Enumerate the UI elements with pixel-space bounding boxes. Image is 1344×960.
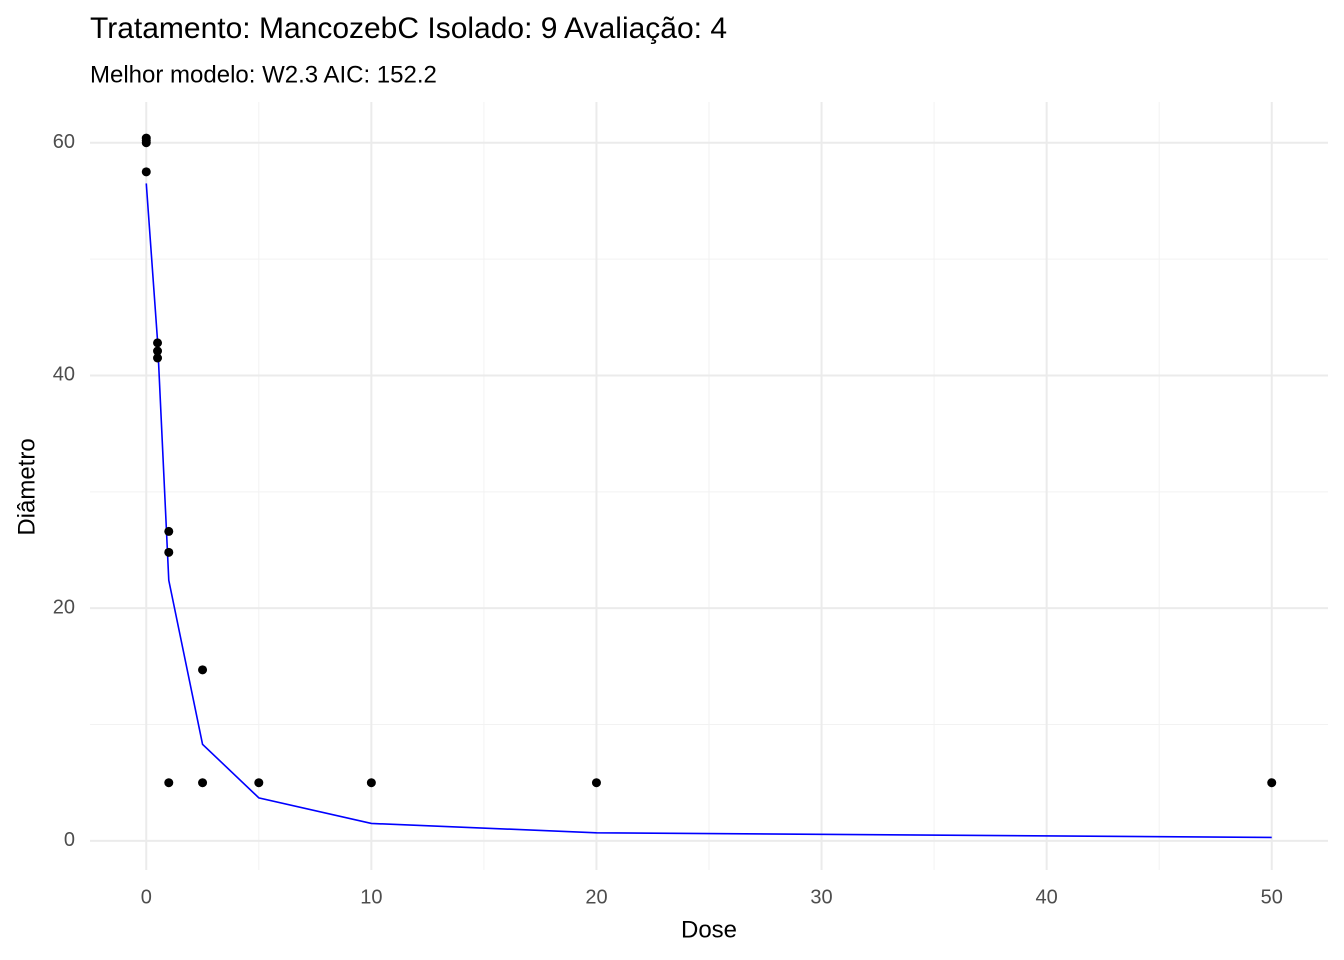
data-point (153, 353, 163, 363)
data-point (254, 778, 264, 788)
chart-title: Tratamento: MancozebC Isolado: 9 Avaliaç… (90, 12, 727, 45)
x-tick-label: 0 (141, 886, 152, 908)
grid (90, 102, 1328, 870)
x-tick-label: 20 (585, 886, 607, 908)
chart-subtitle: Melhor modelo: W2.3 AIC: 152.2 (90, 61, 437, 88)
data-point (141, 167, 151, 177)
data-point (198, 778, 208, 788)
y-tick-label: 20 (53, 596, 75, 618)
data-point (591, 778, 601, 788)
x-tick-label: 30 (810, 886, 832, 908)
data-point (164, 778, 174, 788)
x-tick-label: 50 (1261, 886, 1283, 908)
x-tick-label: 10 (360, 886, 382, 908)
x-tick-label: 40 (1036, 886, 1058, 908)
y-axis-label: Diâmetro (13, 438, 40, 535)
data-point (1267, 778, 1277, 788)
fit-line (145, 183, 1272, 839)
data-point (141, 138, 151, 148)
data-point (198, 665, 208, 675)
y-tick-label: 60 (53, 131, 75, 153)
data-point (164, 526, 174, 536)
data-point (153, 346, 163, 356)
x-axis-label: Dose (681, 916, 737, 943)
data-point (153, 338, 163, 348)
y-tick-label: 40 (53, 364, 75, 386)
data-point (366, 778, 376, 788)
data-point (164, 547, 174, 557)
y-tick-label: 0 (64, 829, 75, 851)
